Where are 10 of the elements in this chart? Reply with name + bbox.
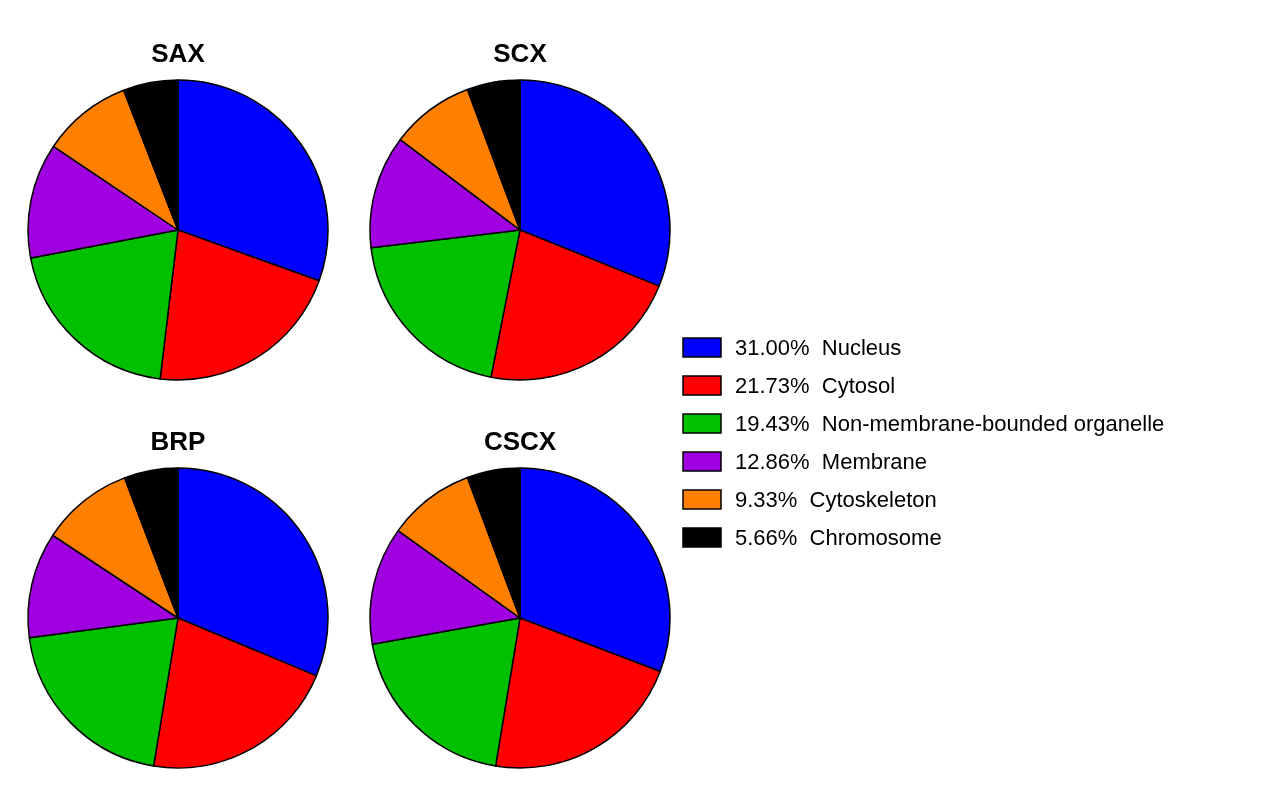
chart-title: SCX (493, 38, 548, 68)
legend-label: 12.86% Membrane (735, 449, 927, 474)
chart-title: CSCX (483, 426, 557, 456)
chart-title: SAX (151, 38, 206, 68)
legend-label: 31.00% Nucleus (735, 335, 902, 360)
legend-label: 19.43% Non-membrane-bounded organelle (735, 411, 1165, 436)
legend-label: 5.66% Chromosome (735, 525, 942, 550)
legend-label: 9.33% Cytoskeleton (735, 487, 937, 512)
chart-title: BRP (150, 426, 206, 456)
legend-label: 21.73% Cytosol (735, 373, 896, 398)
